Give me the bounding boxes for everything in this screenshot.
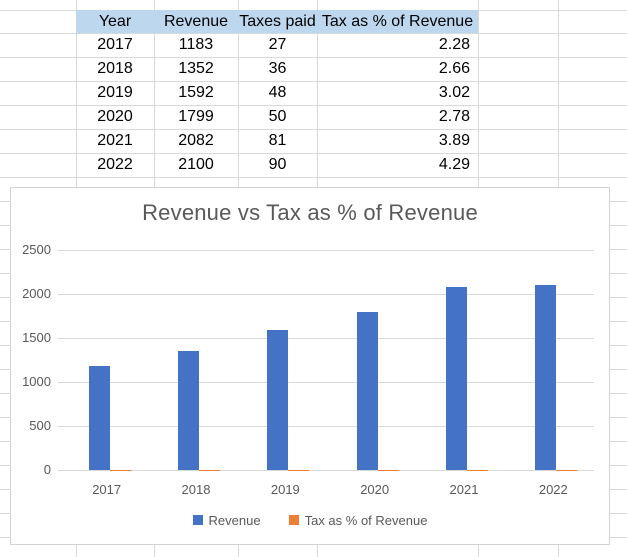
table-cell[interactable]: 90 [268, 156, 287, 173]
bar-cluster [445, 286, 488, 470]
sheet-gridline-h [0, 81, 627, 82]
category-2019 [237, 250, 326, 470]
category-2018 [147, 250, 236, 470]
sheet-gridline-h [0, 177, 627, 178]
bar-revenue[interactable] [356, 311, 378, 470]
chart-gridline [58, 294, 594, 295]
chart-gridline [58, 470, 594, 471]
header-cell[interactable]: Taxes paid [239, 13, 316, 30]
sheet-gridline-h [0, 129, 627, 130]
table-cell[interactable]: 48 [268, 84, 287, 101]
legend-label: Tax as % of Revenue [304, 512, 428, 528]
legend[interactable]: Revenue Tax as % of Revenue [11, 510, 609, 530]
category-2022 [505, 250, 594, 470]
chart-gridline [58, 426, 594, 427]
table-cell[interactable]: 2.78 [438, 108, 470, 125]
table-cell[interactable]: 36 [268, 60, 287, 77]
category-2017 [58, 250, 147, 470]
x-axis-label: 2018 [181, 482, 211, 497]
bar-cluster [356, 311, 399, 470]
bar-cluster [88, 365, 131, 470]
legend-item[interactable]: Revenue [192, 512, 261, 528]
table-cell[interactable]: 1352 [178, 60, 214, 77]
table-cell[interactable]: 2017 [97, 36, 133, 53]
x-axis-label: 2017 [92, 482, 122, 497]
table-cell[interactable]: 2018 [97, 60, 133, 77]
table-cell[interactable]: 2022 [97, 156, 133, 173]
table-cell[interactable]: 2082 [178, 132, 214, 149]
chart-title[interactable]: Revenue vs Tax as % of Revenue [142, 200, 478, 225]
sheet-gridline-h [0, 33, 627, 34]
sheet-gridline-h [0, 57, 627, 58]
category-2021 [415, 250, 504, 470]
plot-area[interactable] [58, 250, 594, 470]
y-axis-tick-label: 0 [43, 462, 51, 477]
y-axis-tick-label: 2000 [22, 286, 51, 301]
table-cell[interactable]: 1799 [178, 108, 214, 125]
chart[interactable]: Revenue vs Tax as % of Revenue 0 500 1000 1… [10, 187, 610, 545]
x-axis-label: 2020 [360, 482, 390, 497]
bar-revenue[interactable] [535, 285, 557, 470]
header-cell[interactable]: Year [98, 13, 132, 30]
chart-gridline [58, 382, 594, 383]
table-cell[interactable]: 2.66 [438, 60, 470, 77]
sheet-gridline-h [0, 105, 627, 106]
bar-cluster [177, 351, 220, 470]
table-cell[interactable]: 50 [268, 108, 287, 125]
legend-label: Revenue [208, 512, 261, 528]
chart-gridline [58, 338, 594, 339]
bar-cluster [267, 329, 310, 470]
category-2020 [326, 250, 415, 470]
x-axis-label: 2022 [538, 482, 568, 497]
y-axis-tick-label: 1000 [22, 374, 51, 389]
bar-revenue[interactable] [445, 286, 467, 470]
bar-revenue[interactable] [177, 351, 199, 470]
legend-swatch-revenue [192, 515, 203, 525]
table-cell[interactable]: 2019 [97, 84, 133, 101]
table-cell[interactable]: 2.28 [438, 36, 470, 53]
bar-cluster [535, 285, 578, 470]
y-axis-tick-label: 1500 [22, 330, 51, 345]
y-axis-tick-label: 500 [29, 418, 51, 433]
table-cell[interactable]: 27 [268, 36, 287, 53]
header-cell[interactable]: Tax as % of Revenue [321, 13, 474, 30]
legend-item[interactable]: Tax as % of Revenue [288, 512, 428, 528]
chart-gridline [58, 250, 594, 251]
x-axis-label: 2021 [449, 482, 479, 497]
table-cell[interactable]: 2020 [97, 108, 133, 125]
bar-revenue[interactable] [88, 365, 110, 470]
table-cell[interactable]: 3.02 [438, 84, 470, 101]
table-cell[interactable]: 2021 [97, 132, 133, 149]
y-axis-tick-label: 2500 [22, 242, 51, 257]
x-axis: 2017 2018 2019 2020 2021 2022 [58, 480, 594, 500]
legend-swatch-tax-pct [288, 515, 299, 525]
table-cell[interactable]: 1183 [178, 36, 214, 53]
table-cell[interactable]: 3.89 [438, 132, 470, 149]
x-axis-label: 2019 [270, 482, 300, 497]
table-header-row [76, 10, 478, 33]
sheet-gridline-h [0, 153, 627, 154]
header-cell[interactable]: Revenue [163, 13, 229, 30]
bar-revenue[interactable] [267, 329, 289, 470]
table-cell[interactable]: 2100 [178, 156, 214, 173]
table-cell[interactable]: 1592 [178, 84, 214, 101]
table-cell[interactable]: 81 [268, 132, 287, 149]
table-cell[interactable]: 4.29 [438, 156, 470, 173]
